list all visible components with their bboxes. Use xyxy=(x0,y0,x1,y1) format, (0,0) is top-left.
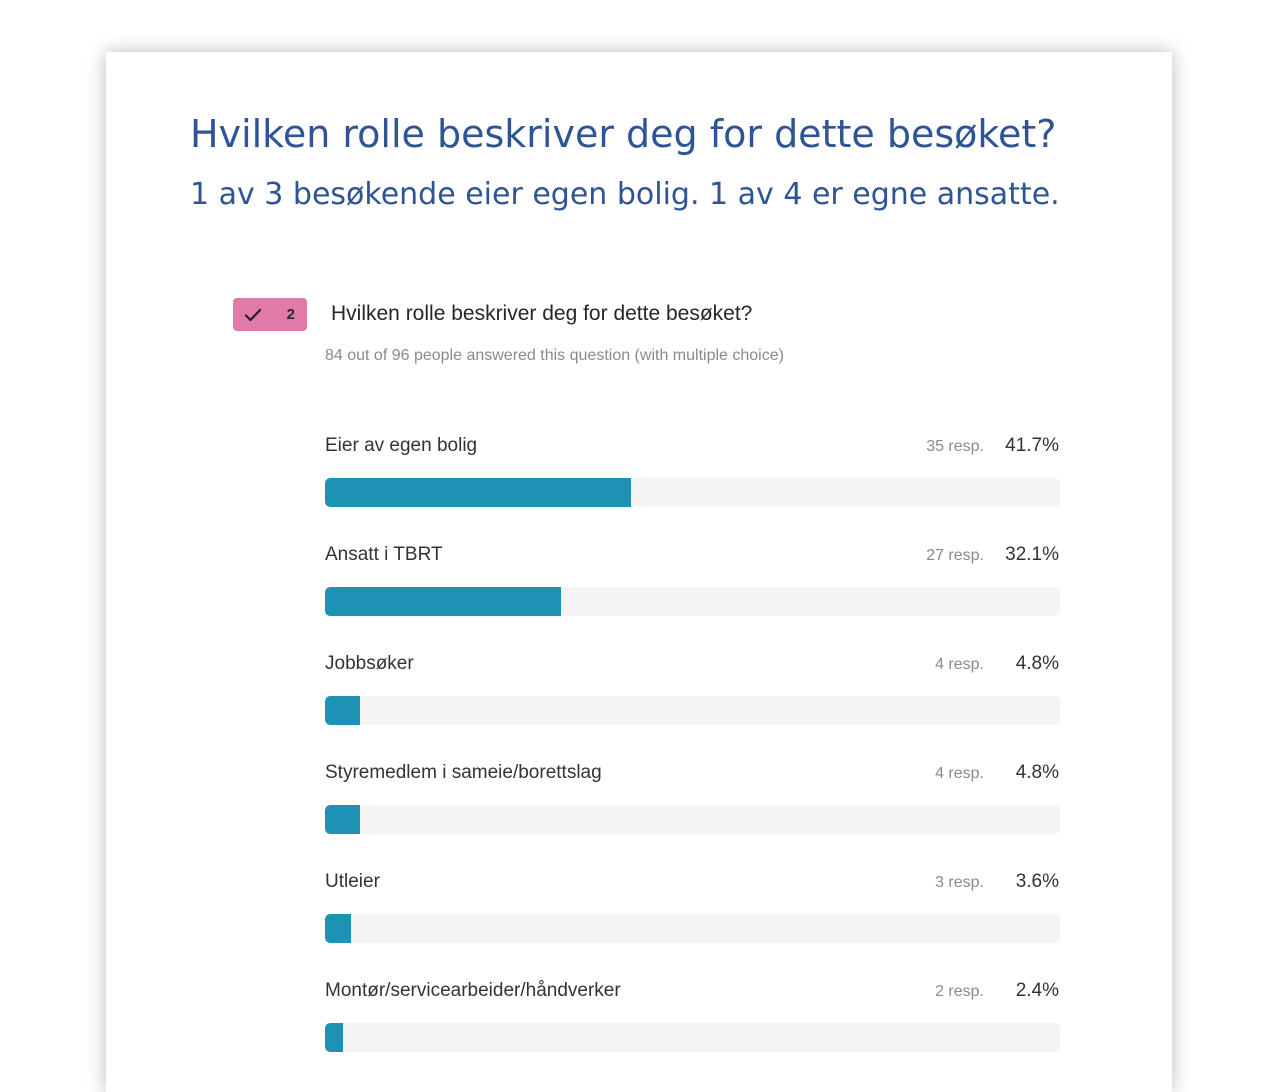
percent-label: 4.8% xyxy=(1015,653,1059,674)
slide-subtitle: 1 av 3 besøkende eier egen bolig. 1 av 4… xyxy=(190,177,1060,212)
answer-label: Eier av egen bolig xyxy=(325,435,478,456)
answer-label: Montør/servicearbeider/håndverker xyxy=(325,980,621,1001)
answer-row: Montør/servicearbeider/håndverker 2 resp.… xyxy=(325,977,1060,1086)
response-count: 2 resp. xyxy=(935,983,984,1000)
percent-label: 3.6% xyxy=(1015,871,1059,892)
response-count: 4 resp. xyxy=(935,656,984,673)
answer-row: Ansatt i TBRT 27 resp. 32.1% xyxy=(325,541,1060,650)
answer-row: Eier av egen bolig 35 resp. 41.7% xyxy=(325,432,1060,541)
bar xyxy=(325,805,361,834)
percent-label: 2.4% xyxy=(1015,980,1059,1001)
bar-track xyxy=(325,478,1060,507)
bar xyxy=(325,587,561,616)
answer-row: Jobbsøker 4 resp. 4.8% xyxy=(325,650,1060,759)
check-icon xyxy=(244,308,262,321)
bar-track xyxy=(325,696,1060,725)
answer-row: Utleier 3 resp. 3.6% xyxy=(325,868,1060,977)
answer-label: Ansatt i TBRT xyxy=(325,544,443,565)
question-meta: 84 out of 96 people answered this questi… xyxy=(325,347,784,364)
bar-track xyxy=(325,1023,1060,1052)
answer-row: Styremedlem i sameie/borettslag 4 resp. 4.… xyxy=(325,759,1060,868)
question-title: Hvilken rolle beskriver deg for dette be… xyxy=(331,302,753,325)
slide-title: Hvilken rolle beskriver deg for dette be… xyxy=(190,112,1057,156)
bar xyxy=(325,914,352,943)
percent-label: 41.7% xyxy=(1005,435,1059,456)
response-count: 4 resp. xyxy=(935,765,984,782)
bar xyxy=(325,1023,343,1052)
bar-track xyxy=(325,914,1060,943)
bar xyxy=(325,478,632,507)
response-count: 35 resp. xyxy=(926,438,984,455)
response-count: 3 resp. xyxy=(935,874,984,891)
answer-label: Utleier xyxy=(325,871,380,892)
question-number: 2 xyxy=(286,306,295,323)
bar-track xyxy=(325,587,1060,616)
bar-track xyxy=(325,805,1060,834)
results-chart: Eier av egen bolig 35 resp. 41.7% Ansatt i … xyxy=(325,432,1060,1086)
bar xyxy=(325,696,361,725)
percent-label: 32.1% xyxy=(1005,544,1059,565)
answer-label: Jobbsøker xyxy=(325,653,414,674)
question-badge: 2 xyxy=(233,298,307,331)
answer-label: Styremedlem i sameie/borettslag xyxy=(325,762,602,783)
percent-label: 4.8% xyxy=(1015,762,1059,783)
response-count: 27 resp. xyxy=(926,547,984,564)
